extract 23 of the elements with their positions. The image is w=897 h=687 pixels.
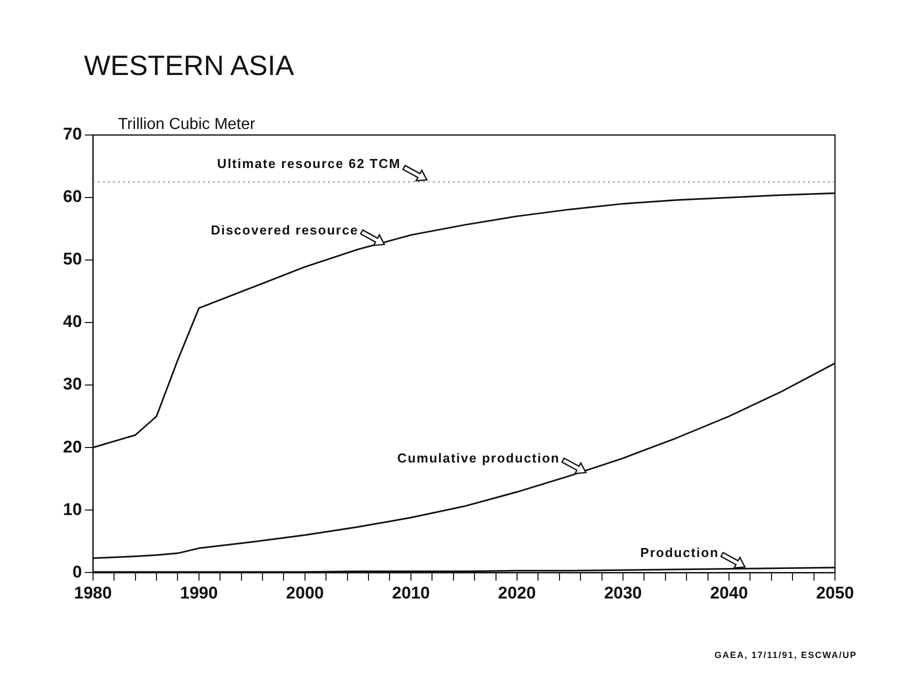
y-tick-label: 70 — [62, 124, 82, 144]
y-axis-title: Trillion Cubic Meter — [118, 116, 256, 134]
y-tick-label: 30 — [62, 374, 82, 394]
x-tick-label: 1980 — [74, 583, 112, 602]
annotation: Production — [640, 544, 719, 560]
x-tick-label: 1990 — [180, 583, 218, 602]
y-tick-label: 50 — [62, 250, 82, 269]
text: GAEA, 17/11/91, ESCWA/UP — [714, 650, 857, 660]
annotation: Cumulative production — [397, 450, 560, 466]
y-tick-label: 10 — [62, 500, 82, 519]
ref-line-label: Ultimate resource 62 TCM — [217, 156, 401, 171]
x-tick-label: 2040 — [710, 583, 748, 602]
annotation: Discovered resource — [210, 222, 358, 238]
chart-title: WESTERN ASIA — [84, 50, 294, 82]
y-tick-label: 60 — [62, 187, 82, 206]
x-tick-label: 2000 — [286, 583, 324, 602]
y-tick-label: 20 — [62, 437, 82, 456]
x-tick-label: 2010 — [392, 583, 430, 602]
x-tick-label: 2030 — [604, 583, 642, 602]
y-tick-label: 0 — [72, 562, 82, 582]
x-tick-label: 2050 — [816, 583, 854, 602]
y-tick-label: 40 — [62, 312, 82, 332]
x-tick-label: 2020 — [498, 583, 536, 602]
